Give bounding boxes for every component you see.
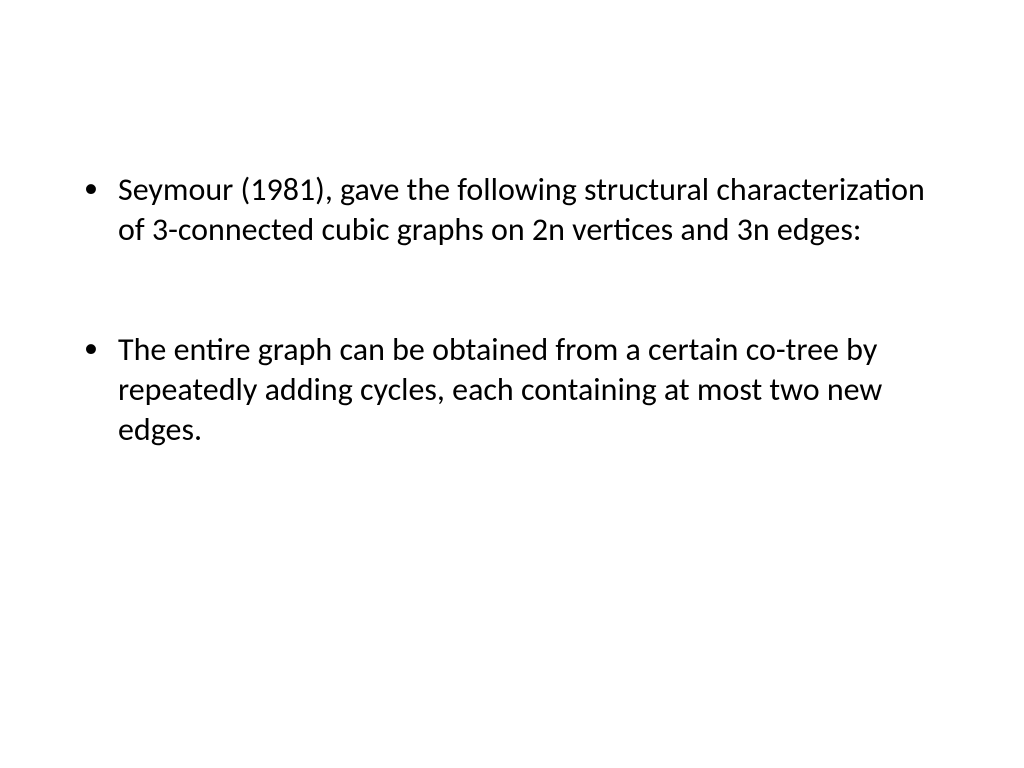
bullet-item: The entire graph can be obtained from a … xyxy=(70,330,954,450)
bullet-item: Seymour (1981), gave the following struc… xyxy=(70,170,954,250)
bullet-text: The entire graph can be obtained from a … xyxy=(118,330,882,449)
bullet-text: Seymour (1981), gave the following struc… xyxy=(118,170,925,249)
bullet-list: Seymour (1981), gave the following struc… xyxy=(70,170,954,450)
slide-content: Seymour (1981), gave the following struc… xyxy=(70,170,954,530)
